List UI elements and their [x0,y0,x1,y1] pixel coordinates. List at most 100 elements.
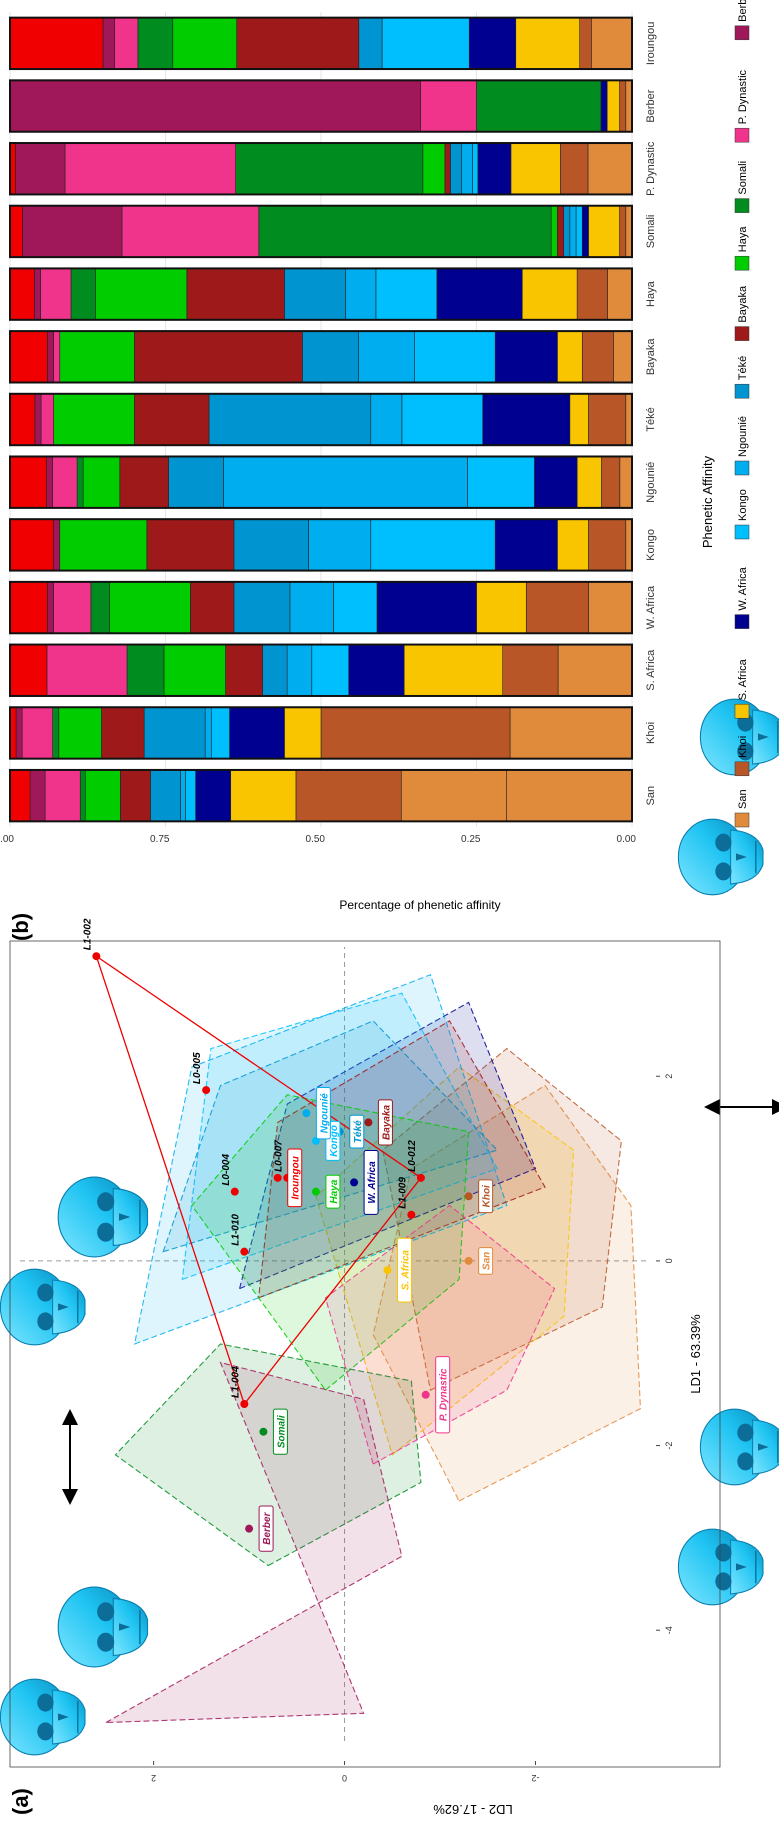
individual-label: L0-012 [407,1140,418,1172]
legend-swatch-khoi [734,761,750,777]
bar-y-tick-label: 0.75 [150,834,170,845]
group-label-box [478,1247,494,1275]
legend-swatch-kongo [734,524,750,540]
individual-point [230,1187,239,1196]
bar-segment-san [591,17,633,70]
skull-nose [758,1443,769,1451]
group-label-box [287,1148,303,1208]
scatter-x-axis-label: LD1 - 63.39% [688,1314,703,1394]
legend-swatch-berber [734,25,750,41]
bar-outline [9,643,633,697]
bar-segment-p-dynastic [53,330,61,383]
skull-nose [736,1563,747,1571]
bar-outline [9,518,633,572]
legend-swatch-san [734,812,750,828]
bar-segment-san [613,330,633,383]
hull-bayaka [257,1020,546,1299]
bar-segment-iroungou [9,518,54,571]
bar-segment-somali [90,581,110,634]
bar-segment-haya [422,142,446,195]
bar-segment-ngouni [370,393,403,446]
bar-segment-khoi [588,393,627,446]
bar-outline [9,455,633,509]
group-label-w-africa: W. Africa [367,1161,378,1204]
connecting-line [95,955,422,1179]
bar-segment-s-africa [606,80,620,133]
bar-segment-t-k [168,456,224,509]
bar-segment-berber [53,518,61,571]
bar-group-haya: Haya [9,267,657,321]
bar-segment-bayaka [225,644,263,697]
group-label-kongo: Kongo [329,1125,340,1157]
skull-nose [736,853,747,861]
bar-category-label: Iroungou [645,22,657,65]
scatter-plot-border [9,940,721,1768]
group-label-haya: Haya [329,1179,340,1203]
bar-segment-khoi [579,17,592,70]
skull-eye-socket [97,1602,115,1622]
bar-category-label: Téké [645,407,657,431]
bar-segment-iroungou [9,17,104,70]
bar-segment-berber [22,205,123,258]
bar-segment-p-dynastic [64,142,236,195]
bar-segment-san [587,142,633,195]
skull-eye-socket [37,1722,54,1741]
skull-eye-socket [97,1222,115,1242]
bar-segment-s-africa [588,205,620,258]
bar-segment-w-africa [534,456,578,509]
skull-eye-socket [715,1543,732,1562]
bar-segment-kongo [472,142,479,195]
scatter-points [92,952,473,1533]
bar-segment-kongo [575,205,583,258]
legend-swatch-w-africa [734,614,750,629]
bar-segment-khoi [576,268,608,321]
skull-jaw [52,1689,86,1745]
bar-segment-kongo [210,706,230,759]
bar-segment-p-dynastic [40,393,54,446]
bar-segment-t-k [302,330,359,383]
legend-label-s-africa: S. Africa [737,658,749,700]
bar-segment-kongo [375,268,438,321]
group-label-box [478,1179,494,1214]
bar-segment-p-dynastic [46,644,128,697]
bar-segment-p-dynastic [121,205,260,258]
legend-label-haya: Haya [737,226,749,253]
bar-segment-t-k [358,17,383,70]
bar-group-bayaka: Bayaka [9,330,657,384]
group-label-san: San [482,1252,493,1270]
group-label-iroungou: Iroungou [291,1156,302,1199]
legend-label-berber: Berber [737,0,749,22]
bar-y-tick-label: 0.25 [461,834,481,845]
bar-segment-p-dynastic [420,80,477,133]
bar-category-label: Somali [645,215,657,249]
bar-segment-w-africa [229,706,285,759]
legend-swatch-bayaka [734,326,750,341]
skull-icon-6 [699,1408,779,1486]
individual-label: L1-002 [82,918,93,950]
bar-segment-bayaka [186,268,285,321]
skull-eye-socket [37,1312,54,1331]
bar-category-label: Bayaka [645,338,657,376]
group-label-box [325,1174,341,1209]
group-label-box [377,1099,393,1146]
bar-category-label: Haya [645,280,657,307]
bar-segment-haya [84,769,121,822]
group-label-box [363,1150,379,1215]
bar-segment-berber [9,80,421,133]
bar-segment-ngouni [289,581,334,634]
bar-segment-haya [59,330,135,383]
bar-segment-s-africa [557,518,589,571]
bar-group-s-africa: S. Africa [9,643,657,697]
bar-category-label: P. Dynastic [645,141,657,196]
bar-outline [9,16,633,71]
legend-swatch-t-k [734,383,750,399]
legend-label-khoi: Khoi [737,736,749,758]
skull-eye-socket [37,1283,54,1302]
bar-segment-haya [109,581,191,634]
bar-segment-t-k [208,393,372,446]
scatter-hulls [105,973,642,1724]
bar-segment-somali [235,142,424,195]
bar-legend: Phenetic Affinity San Khoi S. Africa W. Afr… [700,0,750,828]
bar-y-axis-label: Percentage of phenetic affinity [339,898,500,912]
